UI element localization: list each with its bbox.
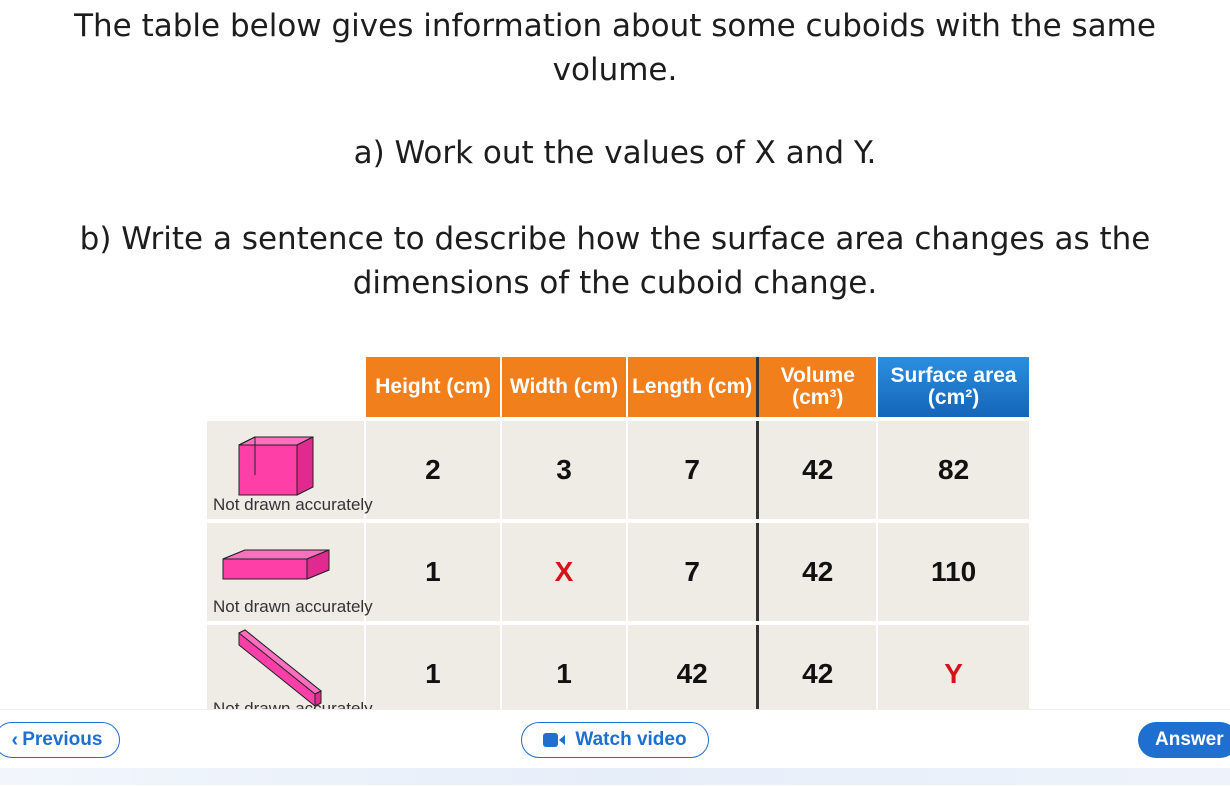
- header-empty: [206, 357, 365, 419]
- cell-height: 1: [363, 519, 501, 623]
- cell-volume: 42: [756, 621, 878, 709]
- question-part-b: b) Write a sentence to describe how the …: [79, 221, 1151, 301]
- cuboid-image-cell: Not drawn accurately: [205, 417, 373, 521]
- header-surface-area: Surface area (cm²): [876, 357, 1029, 419]
- question-part-a: a) Work out the values of X and Y.: [353, 135, 877, 171]
- table-row: Not drawn accurately 1 X 7 42 110: [205, 519, 1029, 623]
- header-length: Length (cm): [626, 357, 758, 419]
- cuboid-table: Height (cm) Width (cm) Length (cm) Volum…: [205, 357, 1029, 709]
- cuboid-image-cell: Not drawn accurately: [205, 519, 373, 623]
- cuboid-image-cell: Not drawn accurately: [205, 621, 373, 709]
- cell-length: 7: [626, 417, 758, 521]
- cuboid-2x3x7-image: [238, 436, 314, 496]
- cell-height: 2: [363, 417, 501, 521]
- cell-surface-area: 110: [876, 519, 1029, 623]
- cell-width-unknown: X: [499, 519, 628, 623]
- video-camera-icon: [543, 733, 566, 747]
- watch-video-label: Watch video: [575, 729, 687, 750]
- previous-label: Previous: [22, 729, 103, 750]
- not-drawn-accurately-note: Not drawn accurately: [213, 597, 373, 616]
- question-intro: The table below gives information about …: [74, 8, 1156, 88]
- table-row: Not drawn accurately 1 1 42 42 Y: [205, 621, 1029, 709]
- header-surface-line2: (cm²): [927, 386, 980, 409]
- cuboid-1x1x42-image: [238, 629, 322, 707]
- cuboid-1xXx7-image: [222, 549, 330, 580]
- answer-label: Answer: [1155, 729, 1224, 750]
- cell-surface-area-unknown: Y: [876, 621, 1029, 709]
- cell-length: 42: [626, 621, 758, 709]
- header-volume-line1: Volume: [780, 364, 855, 387]
- not-drawn-accurately-note: Not drawn accurately: [213, 495, 373, 514]
- bottom-decorative-strip: [0, 768, 1230, 785]
- header-surface-line1: Surface area: [890, 364, 1017, 387]
- answer-button[interactable]: Answer: [1138, 722, 1230, 758]
- header-volume: Volume (cm³): [756, 357, 878, 419]
- cell-width: 1: [499, 621, 628, 709]
- table-row: Not drawn accurately 2 3 7 42 82: [205, 417, 1029, 521]
- table-header-row: Height (cm) Width (cm) Length (cm) Volum…: [206, 357, 1029, 419]
- cell-length: 7: [626, 519, 758, 623]
- not-drawn-accurately-note: Not drawn accurately: [213, 699, 373, 709]
- bottom-navigation-bar: ‹ Previous Watch video Answer: [0, 709, 1230, 786]
- previous-button[interactable]: ‹ Previous: [0, 722, 120, 758]
- header-volume-line2: (cm³): [792, 386, 844, 409]
- cell-surface-area: 82: [876, 417, 1029, 521]
- cell-volume: 42: [756, 417, 878, 521]
- header-height: Height (cm): [363, 357, 501, 419]
- cell-height: 1: [363, 621, 501, 709]
- watch-video-button[interactable]: Watch video: [521, 722, 709, 758]
- header-width: Width (cm): [499, 357, 628, 419]
- cell-volume: 42: [756, 519, 878, 623]
- chevron-left-icon: ‹: [11, 728, 19, 751]
- cell-width: 3: [499, 417, 628, 521]
